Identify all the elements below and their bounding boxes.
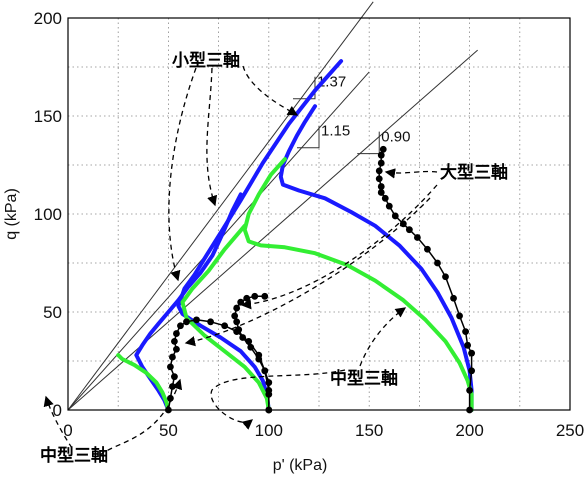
data-point	[167, 363, 174, 371]
data-point	[171, 338, 178, 345]
series-line-small	[176, 59, 344, 412]
x-tick-label: 150	[355, 421, 383, 440]
data-point	[169, 383, 176, 390]
annotation-arrow	[384, 168, 438, 179]
data-point	[239, 334, 247, 341]
data-point	[183, 318, 190, 326]
slope-label: 1.15	[321, 123, 350, 140]
series-layer	[116, 59, 476, 414]
plot-frame	[67, 17, 571, 411]
y-tick-label: 50	[43, 303, 62, 322]
x-axis-label: p' (kPa)	[273, 457, 328, 474]
series-line-medium	[116, 353, 171, 412]
data-point	[173, 330, 180, 337]
data-point	[261, 367, 269, 375]
reference-lines: 1.371.15 0.90	[67, 1, 478, 411]
annotation-arrow	[99, 378, 183, 456]
data-point	[377, 159, 385, 167]
annotation-label: 中型三軸	[40, 445, 108, 466]
series-line-small	[278, 104, 474, 412]
annotation-arrow	[240, 184, 438, 310]
x-tick-label: 50	[159, 421, 178, 440]
annotation-label: 小型三軸	[172, 50, 240, 71]
data-point	[265, 379, 273, 386]
series-line-small	[134, 192, 243, 412]
data-point	[466, 387, 473, 394]
data-point	[177, 322, 184, 330]
data-point	[434, 259, 441, 267]
data-point	[173, 345, 180, 353]
data-point	[462, 328, 469, 335]
data-point	[381, 194, 389, 202]
data-point	[261, 292, 269, 300]
data-point	[233, 318, 241, 326]
slope-triangle	[297, 125, 320, 149]
data-point	[251, 292, 259, 300]
data-point	[450, 294, 457, 302]
x-tick-label: 250	[556, 421, 584, 440]
data-point	[231, 312, 239, 320]
data-point	[237, 298, 245, 306]
annotation-arrow	[43, 395, 73, 449]
data-point	[233, 304, 241, 312]
data-point	[464, 341, 471, 349]
data-point	[377, 151, 385, 159]
x-tick-label: 100	[255, 421, 283, 440]
annotation-arrow	[206, 67, 218, 207]
y-tick-label: 150	[34, 107, 62, 126]
data-point	[468, 367, 476, 375]
x-tick-label: 200	[455, 421, 483, 440]
annotation-arrow	[210, 369, 346, 430]
annotation-arrow	[359, 307, 407, 367]
data-point	[221, 322, 229, 330]
data-point	[468, 349, 476, 357]
data-point	[265, 390, 273, 398]
y-tick-label: 0	[53, 401, 62, 420]
reference-line	[67, 49, 478, 411]
data-point	[424, 245, 431, 253]
series-line-medium	[180, 223, 271, 412]
data-point	[405, 226, 413, 234]
series-line-medium	[242, 157, 474, 412]
data-point	[243, 294, 251, 302]
data-point	[385, 202, 393, 210]
data-point	[456, 312, 463, 320]
data-point	[413, 234, 421, 241]
data-point	[375, 167, 383, 175]
data-point	[171, 373, 178, 381]
tick-labels: 0 50 100 150 200 250 0 50 100 150 200	[34, 9, 585, 440]
slope-triangle	[292, 76, 316, 100]
slope-triangle	[357, 131, 380, 155]
reference-line	[67, 1, 374, 411]
data-point	[207, 318, 214, 326]
y-tick-label: 200	[34, 9, 62, 28]
data-point	[193, 316, 200, 324]
data-point	[169, 353, 176, 361]
annotation-arrow	[168, 67, 197, 282]
annotation-arrow	[184, 197, 431, 347]
annotation-label: 中型三軸	[330, 368, 398, 389]
data-point	[379, 145, 387, 153]
y-tick-label: 100	[34, 205, 62, 224]
data-point	[235, 326, 243, 334]
annotation-label: 大型三軸	[440, 162, 508, 183]
data-point	[377, 189, 385, 196]
data-point	[442, 273, 449, 281]
data-point	[255, 355, 263, 363]
slope-label: 0.90	[381, 129, 410, 146]
data-point	[247, 343, 255, 351]
annotation-arrow	[242, 65, 299, 116]
x-tick-label: 0	[63, 421, 72, 440]
data-point	[377, 183, 385, 190]
data-point	[375, 175, 383, 183]
data-point	[391, 212, 399, 220]
y-axis-label: q (kPa)	[3, 188, 20, 240]
